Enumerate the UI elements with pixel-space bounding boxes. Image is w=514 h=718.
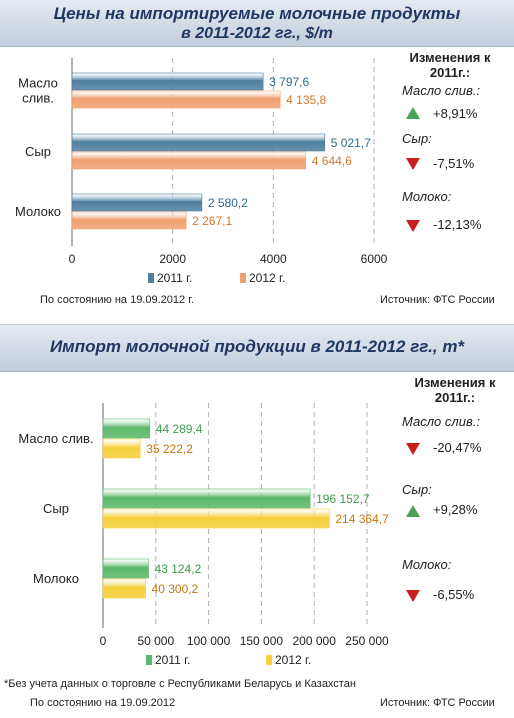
legend-label: 2011 г. bbox=[157, 271, 192, 285]
data-label: 3 797,6 bbox=[269, 75, 309, 89]
price-footer-source: Источник: ФТС России bbox=[380, 294, 495, 306]
data-label: 43 124,2 bbox=[155, 562, 202, 576]
data-label: 214 364,7 bbox=[335, 512, 389, 526]
import-chart-title: Импорт молочной продукции в 2011-2012 гг… bbox=[49, 337, 465, 356]
import-change-label-butter: Масло слив.: bbox=[402, 414, 480, 429]
data-label: 196 152,7 bbox=[316, 492, 370, 506]
import-panel-header: Импорт молочной продукции в 2011-2012 гг… bbox=[0, 325, 514, 372]
import-change-value-butter: -20,47% bbox=[433, 440, 482, 455]
price-change-label-cheese: Сыр: bbox=[402, 131, 432, 146]
bar bbox=[102, 578, 146, 599]
data-label: 40 300,2 bbox=[152, 582, 199, 596]
price-footer-date: По состоянию на 19.09.2012 г. bbox=[40, 294, 194, 306]
legend-swatch bbox=[266, 655, 272, 665]
legend-swatch bbox=[146, 655, 152, 665]
category-label: Молоко bbox=[15, 204, 61, 219]
category-label: Молоко bbox=[33, 571, 79, 586]
x-tick-label: 4000 bbox=[260, 252, 287, 266]
bar bbox=[102, 418, 151, 439]
import-footer-source: Источник: ФТС России bbox=[380, 697, 495, 709]
legend-label: 2012 г. bbox=[275, 653, 311, 667]
data-label: 35 222,2 bbox=[146, 442, 193, 456]
legend-swatch bbox=[240, 273, 246, 283]
x-tick-label: 2000 bbox=[159, 252, 186, 266]
import-changes-header: Изменения к 2011г.: bbox=[414, 375, 496, 405]
x-tick-label: 150 000 bbox=[240, 634, 284, 648]
x-tick-label: 100 000 bbox=[187, 634, 231, 648]
price-chart-subtitle: в 2011-2012 гг., $/т bbox=[181, 25, 333, 42]
price-change-value-milk: -12,13% bbox=[433, 217, 482, 232]
legend-label: 2011 г. bbox=[155, 653, 190, 667]
import-change-butter-icon bbox=[406, 443, 420, 455]
price-panel: Цены на импортируемые молочные продукты … bbox=[0, 0, 514, 316]
x-tick-label: 50 000 bbox=[137, 634, 174, 648]
data-label: 4 644,6 bbox=[312, 154, 352, 168]
x-tick-label: 250 000 bbox=[345, 634, 389, 648]
legend-swatch bbox=[148, 273, 154, 283]
price-changes-header: Изменения к 2011г.: bbox=[409, 50, 491, 80]
import-change-value-milk: -6,55% bbox=[433, 587, 475, 602]
data-label: 44 289,4 bbox=[156, 422, 203, 436]
legend-label: 2012 г. bbox=[249, 271, 285, 285]
price-change-milk-icon bbox=[406, 220, 420, 232]
import-change-label-cheese: Сыр: bbox=[402, 482, 432, 497]
price-change-value-cheese: -7,51% bbox=[433, 156, 475, 171]
import-change-cheese-icon bbox=[406, 505, 420, 517]
category-label: Сыр bbox=[43, 501, 69, 516]
x-tick-label: 200 000 bbox=[293, 634, 337, 648]
category-label: Масло bbox=[18, 76, 58, 91]
x-tick-label: 6000 bbox=[361, 252, 388, 266]
bar bbox=[71, 211, 187, 230]
import-change-value-cheese: +9,28% bbox=[433, 502, 478, 517]
bar bbox=[71, 151, 307, 170]
data-label: 2 580,2 bbox=[208, 196, 248, 210]
bar bbox=[71, 72, 264, 91]
x-tick-label: 0 bbox=[100, 634, 107, 648]
bar bbox=[71, 90, 281, 109]
import-change-label-milk: Молоко: bbox=[402, 557, 452, 572]
x-tick-label: 0 bbox=[69, 252, 76, 266]
category-label: Масло слив. bbox=[18, 431, 93, 446]
price-panel-header: Цены на импортируемые молочные продукты … bbox=[0, 0, 514, 47]
import-panel: Импорт молочной продукции в 2011-2012 гг… bbox=[0, 324, 514, 718]
import-bar-chart: 0 50 000 100 000 150 000 200 000 250 000 44 28… bbox=[18, 403, 389, 667]
import-footer-date: По состоянию на 19.09.2012 bbox=[30, 697, 176, 709]
data-label: 2 267,1 bbox=[192, 214, 232, 228]
import-footnote: *Без учета данных о торговле с Республик… bbox=[4, 678, 356, 690]
price-change-cheese-icon bbox=[406, 158, 420, 170]
bar bbox=[102, 508, 330, 529]
bar bbox=[102, 488, 311, 509]
data-label: 5 021,7 bbox=[331, 136, 371, 150]
bar bbox=[102, 558, 149, 579]
price-change-butter-icon bbox=[406, 107, 420, 119]
bar bbox=[71, 193, 203, 212]
category-label: Сыр bbox=[25, 144, 51, 159]
price-change-label-butter: Масло слив.: bbox=[402, 83, 480, 98]
data-label: 4 135,8 bbox=[286, 93, 326, 107]
price-chart-title: Цены на импортируемые молочные продукты bbox=[53, 4, 461, 23]
price-change-value-butter: +8,91% bbox=[433, 106, 478, 121]
price-change-label-milk: Молоко: bbox=[402, 189, 452, 204]
bar bbox=[102, 438, 141, 459]
import-change-milk-icon bbox=[406, 590, 420, 602]
category-label: слив. bbox=[22, 91, 54, 106]
bar bbox=[71, 133, 326, 152]
